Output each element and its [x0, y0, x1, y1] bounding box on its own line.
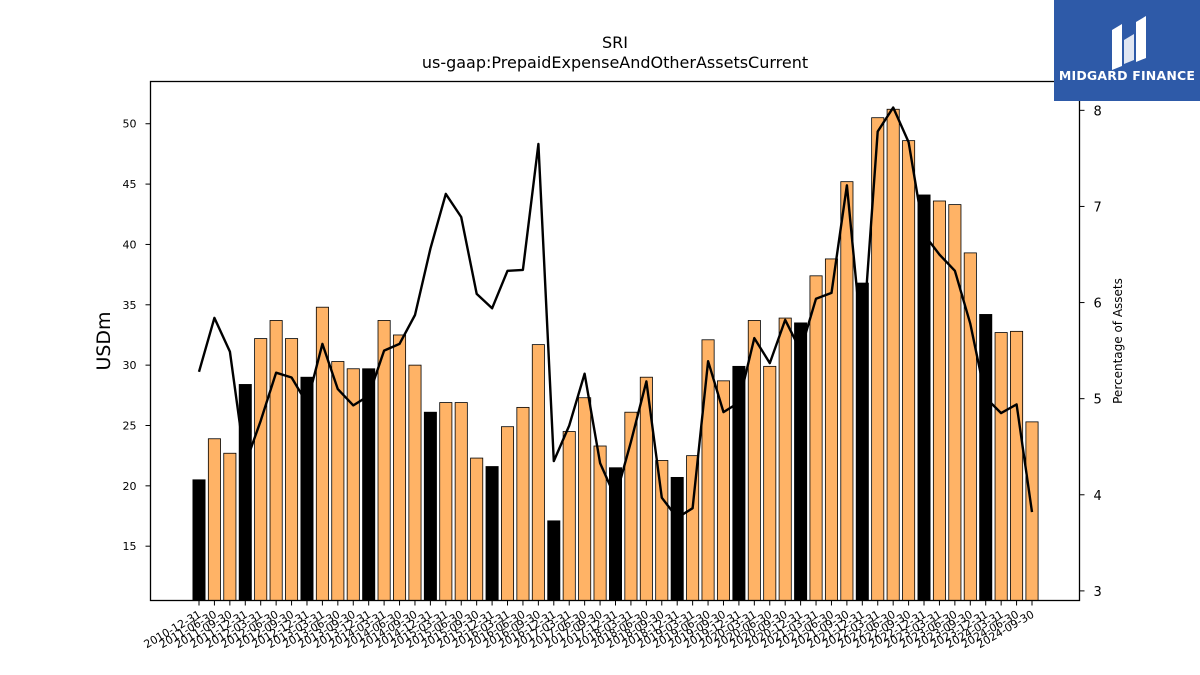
- bar: [932, 200, 946, 601]
- bar: [362, 368, 376, 601]
- y2-tick-label: 4: [1094, 489, 1102, 504]
- bar: [439, 402, 453, 601]
- y-tick-label: 25: [123, 419, 137, 432]
- bar: [408, 364, 422, 601]
- chart-title: SRI: [602, 33, 628, 52]
- pct-of-assets-line: [197, 106, 1034, 519]
- bar: [423, 411, 437, 601]
- y-tick-label: 15: [123, 540, 137, 553]
- logo-text: MIDGARD FINANCE: [1058, 68, 1196, 83]
- brand-logo: MIDGARD FINANCE: [1054, 0, 1200, 101]
- y-tick-label: 40: [123, 238, 137, 251]
- y-axis-left: 15 20 25 30 35 40 45 50: [123, 118, 151, 553]
- bar: [794, 322, 808, 601]
- bar: [331, 361, 345, 601]
- bar: [824, 258, 838, 601]
- y2-axis-label: Percentage of Assets: [1111, 278, 1125, 404]
- bar: [562, 431, 576, 601]
- bar: [778, 317, 792, 601]
- bar: [917, 194, 931, 601]
- bar: [393, 334, 407, 601]
- bar: [300, 376, 314, 601]
- bar: [501, 426, 515, 601]
- bar: [655, 460, 669, 601]
- y2-tick-label: 8: [1094, 104, 1102, 119]
- bar: [886, 108, 900, 601]
- midgard-logo-icon: [1112, 16, 1146, 70]
- bar: [593, 445, 607, 601]
- bar: [207, 438, 221, 601]
- y-axis-label: USDm: [93, 311, 115, 370]
- bar: [747, 320, 761, 601]
- bar: [670, 476, 684, 601]
- bar: [716, 380, 730, 601]
- y2-tick-label: 7: [1094, 200, 1102, 215]
- y2-tick-label: 5: [1094, 393, 1102, 408]
- bar: [516, 406, 530, 601]
- bar: [470, 457, 484, 601]
- bar: [948, 204, 962, 601]
- bar: [994, 332, 1008, 601]
- y-tick-label: 50: [123, 118, 137, 131]
- chart-subtitle: us-gaap:PrepaidExpenseAndOtherAssetsCurr…: [422, 53, 808, 72]
- bar: [763, 365, 777, 601]
- bar: [902, 140, 916, 601]
- y-tick-label: 20: [123, 480, 137, 493]
- bar: [315, 306, 329, 601]
- bar: [840, 181, 854, 601]
- bar: [578, 397, 592, 601]
- pct-line-group: [197, 106, 1034, 519]
- y-tick-label: 30: [123, 359, 137, 372]
- bar: [485, 466, 499, 601]
- bar: [547, 520, 561, 601]
- y2-tick-label: 3: [1094, 585, 1102, 600]
- bar: [979, 314, 993, 601]
- bar: [809, 275, 823, 601]
- bar: [454, 402, 468, 601]
- bar: [531, 344, 545, 601]
- bar: [1010, 330, 1024, 601]
- y-axis-right: 3 4 5 6 7 8: [1079, 104, 1102, 600]
- y2-tick-label: 6: [1094, 297, 1102, 312]
- y-tick-label: 45: [123, 178, 137, 191]
- bar: [238, 384, 252, 601]
- bar: [223, 452, 237, 601]
- bar: [269, 320, 283, 601]
- bar: [254, 338, 268, 601]
- bar: [192, 479, 206, 601]
- y-tick-label: 35: [123, 299, 137, 312]
- x-axis: 2010-12-312011-06-302011-09-302011-12-31…: [142, 600, 1037, 651]
